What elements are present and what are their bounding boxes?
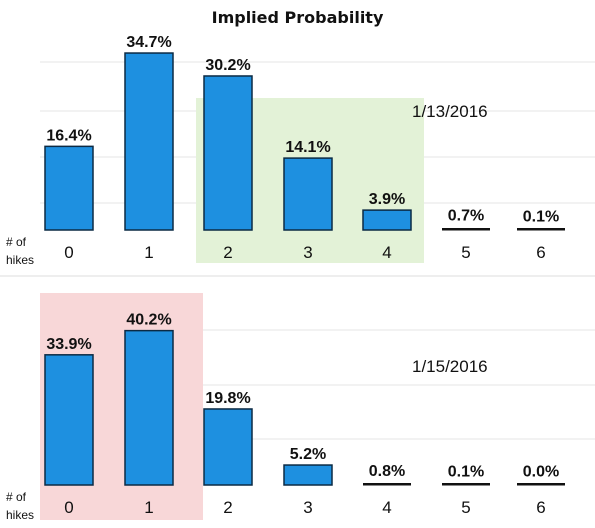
bar-5 [442, 483, 490, 486]
chart-panel-0115: 33.9% 0 40.2% 1 19.8% 2 5.2% 3 0.8% 4 0.1% 5 0.0% 6 # … [6, 293, 595, 522]
x-tick-label: 5 [461, 498, 470, 517]
bar-6 [517, 228, 565, 231]
bar-4 [363, 483, 411, 486]
date-label: 1/13/2016 [412, 102, 488, 121]
x-tick-label: 5 [461, 243, 470, 262]
x-tick-label: 1 [144, 243, 153, 262]
bar-6 [517, 483, 565, 486]
bar-value-label: 16.4% [46, 127, 91, 144]
bar-value-label: 0.0% [523, 464, 559, 481]
x-tick-label: 2 [223, 243, 232, 262]
x-tick-label: 3 [303, 243, 312, 262]
bar-value-label: 30.2% [205, 57, 250, 74]
bar-1 [124, 329, 174, 486]
x-tick-label: 0 [64, 243, 73, 262]
bar-3 [283, 157, 333, 231]
bar-1 [124, 52, 174, 231]
bar-2 [203, 408, 253, 486]
x-axis-label: # of hikes [6, 490, 34, 522]
bar-value-label: 0.1% [523, 209, 559, 226]
x-tick-label: 0 [64, 498, 73, 517]
x-tick-label: 1 [144, 498, 153, 517]
x-axis-label: # of hikes [6, 235, 34, 267]
bar-0 [44, 354, 94, 486]
bar-value-label: 5.2% [290, 446, 326, 463]
bar-0 [44, 145, 94, 231]
chart-title: Implied Probability [211, 8, 384, 27]
bar-value-label: 34.7% [126, 34, 171, 51]
chart-panel-0113: 16.4% 0 34.7% 1 30.2% 2 14.1% 3 3.9% 4 0.7% 5 0.1% 6 #… [6, 34, 595, 267]
date-label: 1/15/2016 [412, 357, 488, 376]
x-tick-label: 3 [303, 498, 312, 517]
x-tick-label: 6 [536, 498, 545, 517]
bar-5 [442, 228, 490, 231]
x-tick-label: 2 [223, 498, 232, 517]
x-tick-label: 6 [536, 243, 545, 262]
bar-value-label: 0.8% [369, 463, 405, 480]
bar-value-label: 40.2% [126, 312, 171, 329]
bar-value-label: 3.9% [369, 191, 405, 208]
bar-2 [203, 75, 253, 231]
bar-value-label: 14.1% [285, 139, 330, 156]
bar-3 [283, 464, 333, 486]
bar-value-label: 0.1% [448, 464, 484, 481]
bar-value-label: 33.9% [46, 336, 91, 353]
bar-value-label: 19.8% [205, 390, 250, 407]
x-tick-label: 4 [382, 498, 391, 517]
x-tick-label: 4 [382, 243, 391, 262]
bar-value-label: 0.7% [448, 207, 484, 224]
bar-4 [362, 209, 412, 231]
